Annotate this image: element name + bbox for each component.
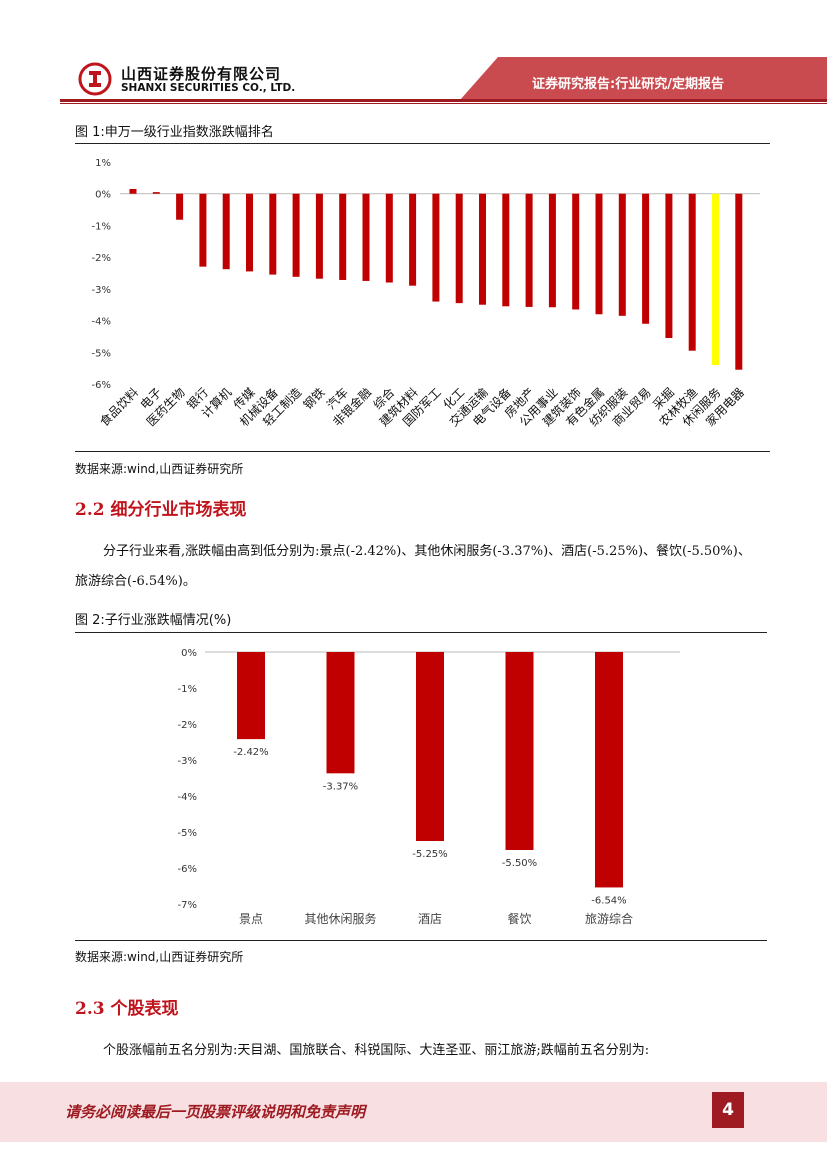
- figure2-source: 数据来源:wind,山西证券研究所: [75, 950, 244, 964]
- bar-电子: [152, 192, 160, 194]
- page-number: 4: [712, 1092, 744, 1128]
- bar-纺织服装: [618, 193, 626, 316]
- bar-采掘: [665, 193, 673, 339]
- y-tick-label: -4%: [92, 317, 111, 328]
- bar-商业贸易: [642, 193, 650, 324]
- header-divider: [60, 99, 827, 102]
- bar-旅游综合: [595, 652, 623, 888]
- bar-化工: [455, 193, 463, 304]
- header-banner: [460, 57, 827, 100]
- y-tick-label: -7%: [178, 900, 197, 911]
- section-2-3-paragraph: 个股涨幅前五名分别为:天目湖、国旅联合、科锐国际、大连圣亚、丽江旅游;跌幅前五名…: [103, 1043, 650, 1058]
- figure2-top-rule: [75, 632, 767, 633]
- bar-餐饮: [505, 652, 534, 850]
- bar-计算机: [222, 193, 230, 270]
- y-tick-label: 1%: [95, 158, 111, 169]
- x-tick-label: 酒店: [418, 912, 442, 926]
- y-tick-label: -2%: [178, 720, 197, 731]
- y-tick-label: -6%: [178, 864, 197, 875]
- company-name-cn: 山西证券股份有限公司: [121, 65, 282, 83]
- bar-机械设备: [269, 193, 277, 275]
- bar-家用电器: [735, 193, 743, 370]
- y-tick-label: -6%: [92, 380, 111, 391]
- x-tick-label: 景点: [239, 912, 263, 926]
- figure1-top-rule: [75, 143, 770, 144]
- bar-房地产: [525, 193, 533, 307]
- industry-index-bar-chart: 1%0%-1%-2%-3%-4%-5%-6%食品饮料电子医药生物银行计算机传媒机…: [92, 158, 760, 430]
- y-tick-label: -3%: [92, 285, 111, 296]
- data-label: -5.25%: [412, 849, 447, 860]
- data-label: -5.50%: [502, 858, 537, 869]
- section-2-2-heading: 2.2 细分行业市场表现: [75, 500, 247, 520]
- header-divider-thin: [60, 103, 827, 104]
- bar-休闲服务: [712, 193, 719, 365]
- y-tick-label: -5%: [178, 828, 197, 839]
- bar-综合: [385, 193, 393, 283]
- bar-医药生物: [176, 193, 184, 220]
- x-tick-label: 钢铁: [301, 385, 328, 412]
- bar-公用事业: [548, 193, 556, 308]
- section-2-2-paragraph: 分子行业来看,涨跌幅由高到低分别为:景点(-2.42%)、其他休闲服务(-3.3…: [75, 544, 751, 589]
- data-label: -2.42%: [233, 747, 268, 758]
- footer-band: [0, 1082, 827, 1142]
- bar-汽车: [339, 193, 347, 280]
- figure2-bottom-rule: [75, 940, 767, 941]
- bar-有色金属: [595, 193, 603, 315]
- y-tick-label: 0%: [95, 190, 111, 201]
- bar-非银金融: [362, 193, 370, 281]
- figure2-title: 图 2:子行业涨跌幅情况(%): [75, 613, 232, 628]
- x-tick-label: 其他休闲服务: [304, 911, 376, 926]
- figure1-source: 数据来源:wind,山西证券研究所: [75, 462, 244, 476]
- y-tick-label: -5%: [92, 348, 111, 359]
- sub-industry-bar-chart: 0% -1% -2% -3% -4% -5% -6% -7% -2.42% 景点 -3.37% 其他休…: [178, 648, 680, 926]
- footer-disclaimer: 请务必阅读最后一页股票评级说明和免责声明: [65, 1103, 366, 1121]
- report-type-tag: 证券研究报告:行业研究/定期报告: [532, 77, 724, 92]
- bar-交通运输: [479, 193, 486, 305]
- x-tick-label: 食品饮料: [97, 385, 142, 430]
- y-tick-label: -3%: [178, 756, 197, 767]
- y-tick-label: 0%: [181, 648, 197, 659]
- x-tick-label: 旅游综合: [585, 911, 633, 926]
- bar-酒店: [416, 652, 444, 841]
- data-label: -3.37%: [323, 781, 358, 792]
- figure1-title: 图 1:申万一级行业指数涨跌幅排名: [75, 125, 274, 140]
- bar-传媒: [246, 193, 253, 272]
- y-tick-label: -2%: [92, 253, 111, 264]
- bar-钢铁: [315, 193, 323, 279]
- bar-国防军工: [432, 193, 440, 302]
- bar-建筑装饰: [572, 193, 580, 310]
- bar-银行: [199, 193, 207, 267]
- bar-其他休闲服务: [326, 652, 355, 774]
- company-name-en: SHANXI SECURITIES CO., LTD.: [121, 82, 296, 94]
- bar-电气设备: [502, 193, 510, 307]
- data-label: -6.54%: [591, 895, 626, 906]
- bar-轻工制造: [292, 193, 300, 277]
- bar-建筑材料: [409, 193, 417, 286]
- bar-农林牧渔: [688, 193, 696, 351]
- figure1-bottom-rule: [75, 451, 770, 452]
- shanxi-securities-logo-icon: [78, 62, 112, 96]
- x-tick-label: 餐饮: [507, 911, 531, 926]
- bar-景点: [237, 652, 265, 740]
- y-tick-label: -4%: [178, 792, 197, 803]
- bar-食品饮料: [129, 188, 137, 194]
- section-2-3-heading: 2.3 个股表现: [75, 999, 179, 1019]
- y-tick-label: -1%: [92, 221, 111, 232]
- y-tick-label: -1%: [178, 684, 197, 695]
